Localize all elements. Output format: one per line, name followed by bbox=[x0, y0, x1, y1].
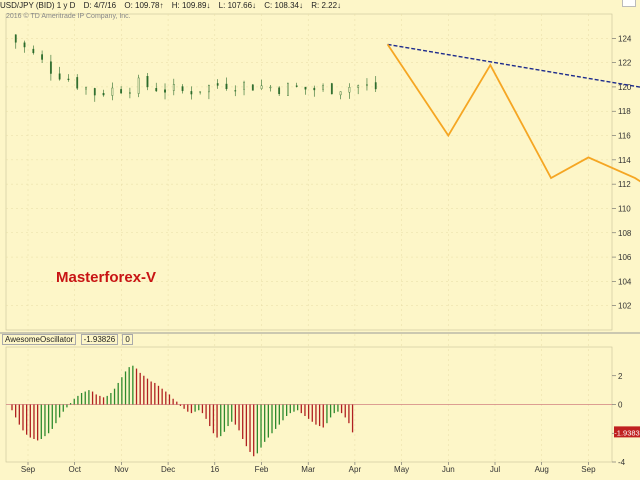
price-tick-label: 124 bbox=[618, 34, 632, 43]
price-candle bbox=[199, 91, 202, 93]
price-candle bbox=[278, 87, 281, 95]
price-candle bbox=[93, 88, 96, 96]
brand-label: Masterforex-V bbox=[56, 269, 157, 286]
range-value: R: 2.22↓ bbox=[311, 1, 342, 10]
high-value: H: 109.89↓ bbox=[171, 1, 211, 10]
price-tick-label: 108 bbox=[618, 229, 632, 238]
y-axis-price: 102 104 106 108 110 112 114 116 118 120 122 124 bbox=[612, 34, 632, 311]
price-tick-label: 120 bbox=[618, 83, 632, 92]
low-value: L: 107.66↓ bbox=[218, 1, 257, 10]
price-candle bbox=[120, 89, 123, 94]
price-grid bbox=[0, 13, 640, 462]
price-candle bbox=[49, 61, 52, 74]
month-tick-label: Nov bbox=[114, 465, 128, 474]
indicator-header: AwesomeOscillator -1.93826 0 bbox=[2, 334, 135, 345]
close-value: C: 108.34↓ bbox=[264, 1, 303, 10]
price-candle bbox=[111, 87, 114, 96]
price-candle bbox=[330, 83, 333, 95]
price-candle bbox=[287, 83, 289, 96]
price-candle bbox=[216, 83, 219, 86]
price-candles bbox=[14, 34, 377, 102]
price-candle bbox=[366, 84, 368, 86]
price-candle bbox=[146, 76, 149, 88]
price-candle bbox=[269, 86, 272, 89]
price-candle bbox=[32, 48, 35, 54]
oscillator-bars bbox=[11, 365, 354, 457]
price-candle bbox=[374, 82, 377, 90]
y-axis-oscillator: -4-202-1.9383 bbox=[612, 372, 640, 467]
last-value-label: -1.9383 bbox=[614, 428, 639, 437]
projection-annotations: pivot MF106.65103.55 bbox=[386, 43, 640, 183]
price-candle bbox=[322, 85, 324, 90]
price-candle bbox=[357, 85, 360, 88]
month-tick-label: Jun bbox=[442, 465, 455, 474]
price-candle bbox=[304, 86, 307, 90]
price-candle bbox=[85, 87, 87, 90]
price-candle bbox=[339, 91, 342, 96]
month-tick-label: May bbox=[394, 465, 409, 474]
price-candle bbox=[128, 92, 131, 94]
projection-down-path bbox=[386, 43, 640, 183]
price-tick-label: 112 bbox=[618, 180, 631, 189]
month-tick-label: Dec bbox=[161, 465, 175, 474]
price-candle bbox=[155, 88, 158, 92]
price-panel-frame bbox=[5, 13, 613, 331]
quote-header: USD/JPY (BID) 1 y D D: 4/7/16 O: 109.78↑… bbox=[0, 1, 347, 13]
price-tick-label: 110 bbox=[618, 204, 631, 213]
price-candle bbox=[58, 73, 61, 80]
price-candle bbox=[67, 78, 70, 80]
price-candle bbox=[172, 84, 175, 91]
price-tick-label: 104 bbox=[618, 277, 632, 286]
price-candle bbox=[251, 84, 254, 91]
month-tick-label: Oct bbox=[68, 465, 81, 474]
price-candle bbox=[295, 85, 298, 87]
open-value: O: 109.78↑ bbox=[124, 1, 164, 10]
last-value-tag bbox=[614, 426, 640, 438]
month-tick-label: Feb bbox=[255, 465, 269, 474]
oscillator-tick-label: 2 bbox=[618, 372, 623, 381]
price-candle bbox=[225, 83, 228, 90]
month-tick-label: 16 bbox=[210, 465, 219, 474]
oscillator-tick-label: 0 bbox=[618, 401, 623, 410]
price-candle bbox=[243, 82, 245, 90]
month-tick-label: Aug bbox=[535, 465, 549, 474]
date-value: D: 4/7/16 bbox=[83, 1, 117, 10]
oscillator-tick-label: -4 bbox=[618, 458, 626, 467]
x-axis: Sep Oct Nov Dec 16 Feb Mar Apr May Jun Jul Aug Sep bbox=[21, 462, 596, 474]
price-tick-label: 102 bbox=[618, 302, 632, 311]
month-tick-label: Apr bbox=[349, 465, 362, 474]
price-candle bbox=[190, 91, 193, 95]
price-candle bbox=[23, 42, 26, 48]
price-tick-label: 116 bbox=[618, 132, 631, 141]
price-candle bbox=[234, 90, 237, 92]
price-tick-label: 106 bbox=[618, 253, 632, 262]
collapse-icon[interactable] bbox=[622, 0, 636, 7]
month-tick-label: Sep bbox=[21, 465, 36, 474]
price-candle bbox=[76, 77, 79, 89]
copyright-note: 2016 © TD Ameritrade IP Company, Inc. bbox=[6, 13, 131, 20]
trend-line bbox=[387, 43, 640, 88]
indicator-name[interactable]: AwesomeOscillator bbox=[2, 334, 77, 345]
price-candle bbox=[102, 93, 105, 96]
price-candle bbox=[181, 86, 184, 92]
price-candle bbox=[208, 85, 210, 93]
price-candle bbox=[348, 86, 351, 93]
price-tick-label: 122 bbox=[618, 59, 632, 68]
price-candle bbox=[137, 77, 140, 94]
indicator-value: -1.93826 bbox=[80, 334, 119, 345]
price-candle bbox=[14, 34, 17, 43]
symbol-label[interactable]: USD/JPY (BID) 1 y D bbox=[0, 1, 76, 10]
indicator-param: 0 bbox=[122, 334, 133, 345]
month-tick-label: Mar bbox=[301, 465, 315, 474]
month-tick-label: Jul bbox=[490, 465, 500, 474]
month-tick-label: Sep bbox=[581, 465, 596, 474]
price-candle bbox=[313, 87, 316, 91]
price-candle bbox=[41, 54, 44, 60]
price-candle bbox=[260, 85, 263, 89]
price-candle bbox=[164, 89, 166, 93]
price-tick-label: 118 bbox=[618, 107, 631, 116]
price-tick-label: 114 bbox=[618, 156, 631, 165]
